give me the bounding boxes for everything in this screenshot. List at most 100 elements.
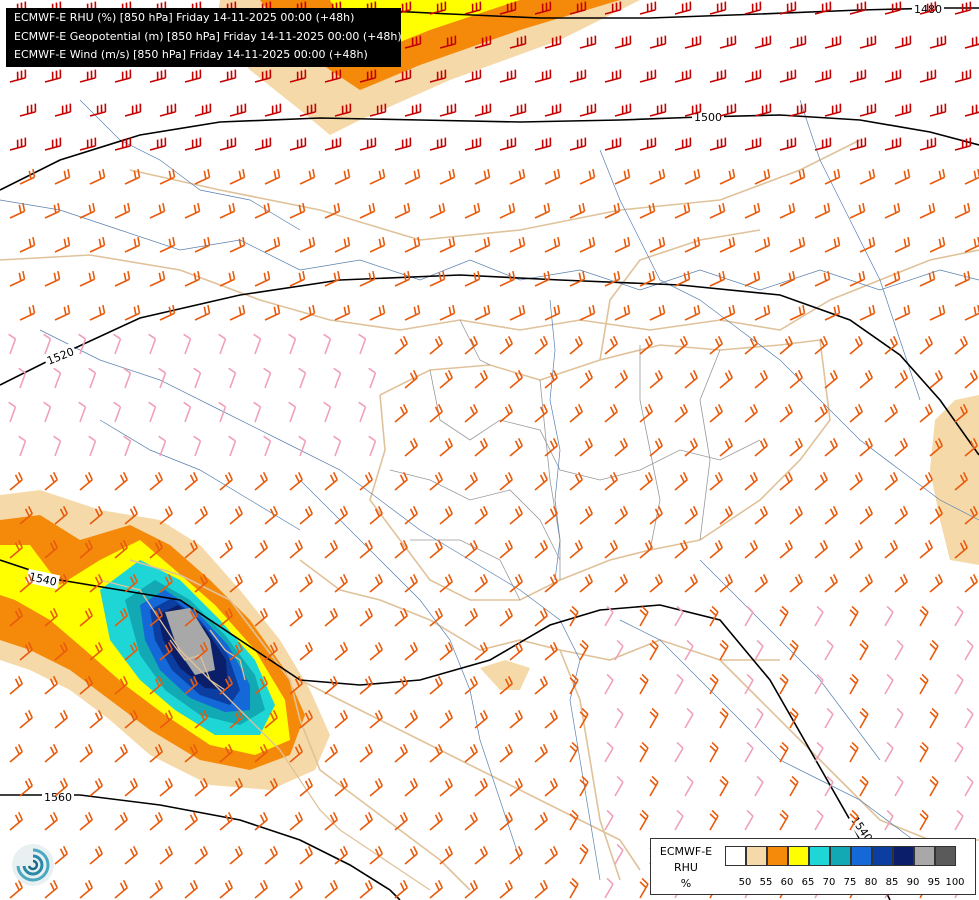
wind-barb (754, 639, 764, 661)
wind-barb (649, 707, 659, 729)
wind-barb (89, 777, 103, 797)
wind-barb (229, 168, 246, 185)
wind-barb (674, 605, 684, 627)
wind-barb (299, 573, 313, 593)
wind-barb (534, 471, 548, 491)
wind-barb (114, 137, 132, 151)
wind-barb (674, 471, 688, 491)
wind-barb (264, 505, 278, 525)
wind-barb (719, 168, 736, 185)
wind-barb (323, 401, 332, 423)
wind-barb (859, 236, 876, 253)
wind-barb (779, 471, 793, 491)
wind-barb (824, 437, 838, 457)
wind-barb (614, 707, 624, 729)
wind-barb (159, 103, 177, 117)
wind-barb (499, 403, 513, 423)
wind-barb (474, 573, 488, 593)
wind-barb (254, 539, 268, 559)
wind-barb (534, 1, 552, 15)
wind-barb (324, 607, 338, 627)
wind-barb (394, 1, 412, 15)
wind-barb (474, 845, 488, 865)
wind-barb (649, 103, 667, 117)
wind-barb (229, 641, 243, 661)
wind-barb (298, 367, 307, 389)
wind-barb (43, 333, 52, 355)
wind-barb (544, 641, 558, 661)
wind-barb (194, 641, 208, 661)
wind-barb (534, 69, 552, 83)
wind-barb (113, 333, 122, 355)
wind-barb (604, 69, 622, 83)
map-info-header: ECMWF-E RHU (%) [850 hPa] Friday 14-11-2… (6, 8, 402, 67)
wind-barb (404, 437, 418, 457)
wind-barb (509, 103, 527, 117)
wind-barb (964, 35, 979, 49)
wind-barb (394, 879, 408, 899)
wind-barb (859, 103, 877, 117)
wind-barb (474, 777, 488, 797)
legend-title-model: ECMWF-E (659, 845, 713, 858)
wind-barb (614, 437, 628, 457)
wind-barb (754, 707, 764, 729)
wind-barb (614, 35, 632, 49)
wind-barb (579, 505, 593, 525)
wind-barb (9, 811, 23, 831)
wind-barb (289, 607, 303, 627)
wind-barb (474, 505, 488, 525)
wind-barb (439, 236, 456, 253)
contour-label-1540-west: 1540 (28, 570, 58, 589)
legend-title-variable: RHU (674, 861, 698, 874)
wind-barb (114, 202, 131, 219)
wind-barb (124, 168, 141, 185)
wind-barb (919, 809, 929, 831)
wind-barb (19, 573, 33, 593)
wind-barb (194, 304, 211, 321)
wind-barb (674, 202, 691, 219)
wind-barb (324, 879, 338, 899)
wind-barb (439, 369, 453, 389)
wind-barb (369, 573, 383, 593)
wind-barb (124, 573, 138, 593)
wind-barb (229, 103, 247, 117)
wind-barb (254, 270, 271, 287)
wind-barb (544, 709, 558, 729)
wind-barb (744, 673, 754, 695)
wind-barb (114, 811, 128, 831)
wind-barb (954, 809, 964, 831)
wind-barb (709, 673, 719, 695)
wind-barb (89, 236, 106, 253)
wind-barb (744, 741, 754, 763)
wind-barb (44, 743, 58, 763)
wind-barb (814, 137, 832, 151)
wind-barb (544, 369, 558, 389)
wind-barb (44, 202, 61, 219)
wind-barb (649, 236, 666, 253)
wind-barb (674, 335, 688, 355)
wind-barb (814, 69, 832, 83)
wind-barb (324, 811, 338, 831)
wind-barb (779, 202, 796, 219)
wind-barb (884, 1, 902, 15)
wind-barb (184, 879, 198, 899)
wind-barb (499, 270, 516, 287)
wind-barb (394, 137, 412, 151)
wind-barb (9, 69, 27, 83)
wind-barb (754, 437, 768, 457)
wind-barb (368, 367, 377, 389)
wind-barb (299, 777, 313, 797)
wind-barb (779, 605, 789, 627)
wind-barb (499, 471, 513, 491)
wind-barb (369, 709, 383, 729)
legend-tick-label: 95 (927, 877, 941, 888)
wind-barb (859, 369, 873, 389)
legend-tick-label: 80 (864, 877, 878, 888)
legend-swatch (830, 846, 851, 866)
wind-barb (674, 137, 692, 151)
wind-barb (289, 879, 303, 899)
contour-label-1560: 1560 (44, 791, 72, 804)
wind-barb (709, 137, 727, 151)
wind-barb (218, 401, 227, 423)
